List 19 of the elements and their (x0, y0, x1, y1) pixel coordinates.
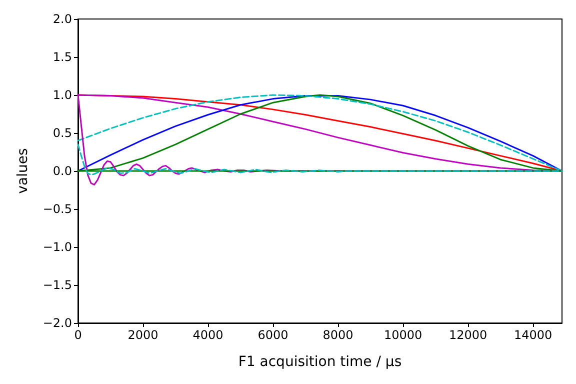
x-tick-label: 4000 (192, 328, 224, 342)
y-tick-label: 0.5 (52, 126, 72, 140)
y-tick-label: −0.5 (42, 202, 72, 216)
y-tick-label: −1.0 (42, 240, 72, 254)
y-tick-label: 1.5 (52, 50, 72, 64)
x-tick-label: 10000 (384, 328, 422, 342)
x-axis-title: F1 acquisition time / µs (238, 354, 402, 370)
x-tick-label: 0 (74, 328, 82, 342)
y-tick-label: 1.0 (52, 88, 72, 102)
y-axis-title: values (15, 148, 31, 194)
y-tick-label: 0.0 (52, 164, 72, 178)
x-tick-label: 12000 (448, 328, 488, 342)
y-tick-label: 2.0 (52, 12, 72, 26)
x-tick-label: 8000 (322, 328, 354, 342)
y-tick-label: −1.5 (42, 278, 72, 292)
x-tick-label: 14000 (514, 328, 552, 342)
x-tick-label: 6000 (258, 328, 288, 342)
x-tick-label: 2000 (128, 328, 158, 342)
y-tick-label: −2.0 (42, 316, 72, 330)
